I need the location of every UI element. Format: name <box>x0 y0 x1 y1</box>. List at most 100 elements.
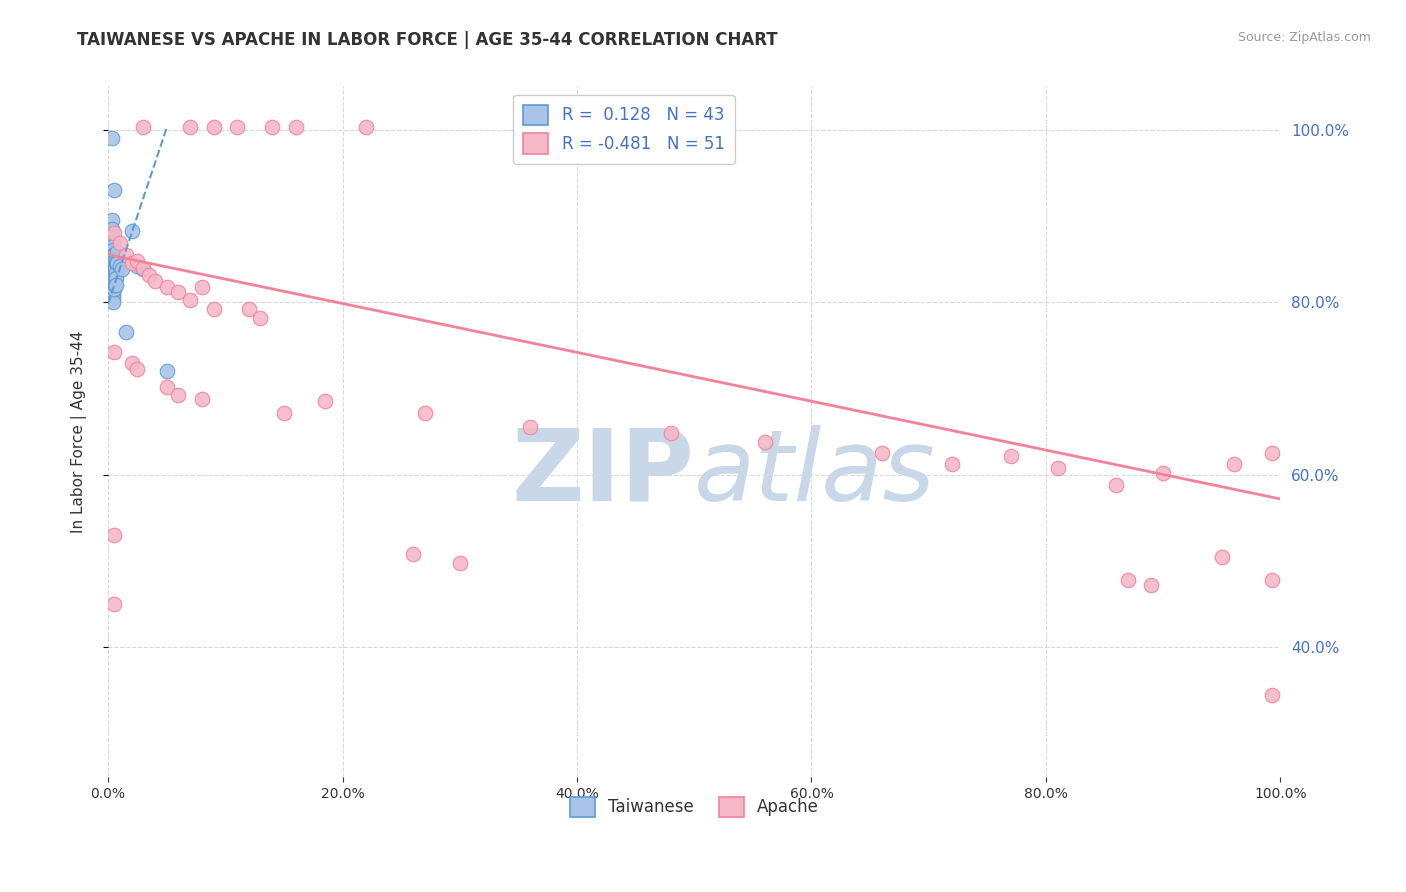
Point <box>101 286 124 301</box>
Point <box>104 253 127 268</box>
Point <box>105 271 128 285</box>
Point <box>156 380 179 394</box>
Point <box>202 120 225 134</box>
Point <box>314 394 336 409</box>
Point <box>1116 573 1139 587</box>
Point <box>101 244 124 258</box>
Point <box>108 259 131 273</box>
Point <box>132 262 155 277</box>
Point <box>100 221 122 235</box>
Point <box>1222 458 1244 472</box>
Point <box>1261 446 1284 460</box>
Point <box>226 120 249 134</box>
Point <box>1261 688 1284 702</box>
Point <box>101 239 124 253</box>
Point <box>1105 478 1128 492</box>
Point <box>941 458 963 472</box>
Point <box>754 434 776 449</box>
Point <box>103 262 125 277</box>
Point <box>100 213 122 227</box>
Point <box>103 276 125 290</box>
Point <box>101 260 124 275</box>
Point <box>105 265 128 279</box>
Point <box>167 285 190 299</box>
Point <box>273 406 295 420</box>
Point <box>101 235 124 249</box>
Point <box>156 364 179 378</box>
Legend: Taiwanese, Apache: Taiwanese, Apache <box>562 790 825 824</box>
Point <box>103 597 125 611</box>
Point <box>121 256 143 270</box>
Point <box>132 120 155 134</box>
Point <box>870 446 893 460</box>
Point <box>103 282 125 296</box>
Point <box>104 262 127 277</box>
Point <box>659 426 682 441</box>
Point <box>101 256 124 270</box>
Point <box>104 271 127 285</box>
Point <box>101 277 124 292</box>
Point <box>519 420 541 434</box>
Point <box>107 256 129 270</box>
Point <box>354 120 377 134</box>
Text: atlas: atlas <box>695 425 936 522</box>
Point <box>132 260 155 275</box>
Point <box>101 252 124 266</box>
Point <box>103 345 125 359</box>
Point <box>103 528 125 542</box>
Point <box>100 131 122 145</box>
Point <box>202 301 225 316</box>
Y-axis label: In Labor Force | Age 35-44: In Labor Force | Age 35-44 <box>72 330 87 533</box>
Point <box>121 355 143 369</box>
Point <box>127 253 149 268</box>
Point <box>238 301 260 316</box>
Point <box>179 120 201 134</box>
Point <box>413 406 436 420</box>
Point <box>191 279 214 293</box>
Point <box>449 556 471 570</box>
Point <box>1211 549 1233 564</box>
Point <box>284 120 307 134</box>
Point <box>179 293 201 308</box>
Point <box>127 362 149 376</box>
Text: TAIWANESE VS APACHE IN LABOR FORCE | AGE 35-44 CORRELATION CHART: TAIWANESE VS APACHE IN LABOR FORCE | AGE… <box>77 31 778 49</box>
Point <box>249 310 271 325</box>
Point <box>1000 449 1022 463</box>
Point <box>100 230 122 244</box>
Text: ZIP: ZIP <box>512 425 695 522</box>
Point <box>167 388 190 402</box>
Point <box>103 248 125 262</box>
Point <box>1046 461 1069 475</box>
Point <box>114 326 136 340</box>
Point <box>138 268 160 282</box>
Point <box>103 253 125 268</box>
Point <box>101 265 124 279</box>
Point <box>101 291 124 305</box>
Point <box>101 269 124 284</box>
Point <box>1152 466 1174 480</box>
Point <box>101 282 124 296</box>
Point <box>101 295 124 310</box>
Point <box>156 279 179 293</box>
Point <box>103 226 125 240</box>
Text: Source: ZipAtlas.com: Source: ZipAtlas.com <box>1237 31 1371 45</box>
Point <box>111 262 134 277</box>
Point <box>103 269 125 284</box>
Point <box>1140 578 1163 592</box>
Point <box>402 547 425 561</box>
Point <box>121 224 143 238</box>
Point <box>101 274 124 288</box>
Point <box>114 248 136 262</box>
Point <box>191 392 214 406</box>
Point <box>105 256 128 270</box>
Point <box>104 277 127 292</box>
Point <box>103 183 125 197</box>
Point <box>143 274 166 288</box>
Point <box>127 259 149 273</box>
Point <box>262 120 284 134</box>
Point <box>108 236 131 251</box>
Point <box>105 277 128 292</box>
Point <box>107 245 129 260</box>
Point <box>101 248 124 262</box>
Point <box>1261 573 1284 587</box>
